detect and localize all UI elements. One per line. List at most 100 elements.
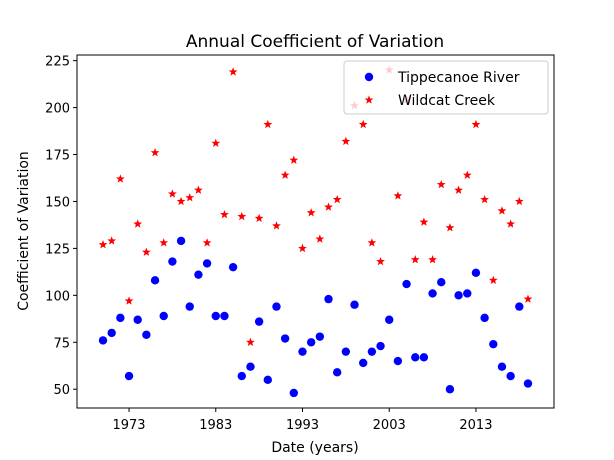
- data-point-circle: [411, 353, 420, 362]
- data-point-star: [419, 217, 429, 226]
- x-axis-label: Date (years): [271, 440, 358, 456]
- data-point-star: [272, 221, 281, 230]
- data-point-circle: [133, 315, 142, 324]
- data-point-star: [367, 238, 377, 247]
- data-point-star: [523, 294, 533, 303]
- legend-marker-circle: [364, 72, 374, 82]
- y-tick-label: 50: [53, 383, 70, 398]
- data-point-circle: [289, 388, 299, 398]
- data-point-circle: [445, 385, 455, 394]
- data-point-circle: [523, 379, 533, 388]
- data-point-star: [315, 234, 325, 243]
- data-point-star: [471, 119, 481, 129]
- data-point-circle: [202, 259, 212, 268]
- legend-label: Tippecanoe River: [397, 70, 520, 86]
- data-point-star: [107, 236, 117, 245]
- data-point-star: [497, 206, 507, 215]
- data-point-star: [263, 119, 273, 129]
- data-point-star: [168, 189, 177, 198]
- data-point-star: [159, 238, 169, 247]
- data-point-star: [280, 170, 290, 179]
- data-point-circle: [246, 362, 255, 371]
- data-point-star: [98, 240, 108, 249]
- data-point-star: [488, 275, 498, 285]
- x-tick-label: 2003: [373, 418, 406, 433]
- data-point-star: [228, 67, 238, 76]
- data-point-circle: [324, 294, 333, 304]
- data-point-star: [115, 174, 125, 183]
- data-point-star: [332, 194, 342, 204]
- x-tick-label: 1983: [199, 418, 232, 433]
- data-point-star: [176, 196, 186, 206]
- data-point-circle: [211, 311, 220, 321]
- data-point-circle: [315, 332, 325, 341]
- legend-frame: [343, 60, 549, 115]
- data-point-circle: [306, 338, 316, 347]
- legend-marker-star: [364, 95, 374, 104]
- data-point-circle: [159, 311, 168, 321]
- data-point-circle: [228, 262, 238, 272]
- data-point-circle: [419, 353, 429, 362]
- data-point-circle: [471, 268, 481, 278]
- y-axis-label: Coefficient of Variation: [16, 151, 32, 311]
- data-point-circle: [367, 347, 377, 356]
- data-point-star: [202, 238, 212, 247]
- data-point-star: [462, 170, 472, 179]
- data-point-circle: [272, 302, 281, 311]
- data-point-star: [506, 219, 516, 228]
- data-point-circle: [150, 276, 160, 285]
- data-point-circle: [489, 339, 498, 349]
- data-point-circle: [124, 371, 134, 381]
- data-point-star: [133, 219, 143, 228]
- data-point-circle: [437, 277, 446, 287]
- data-point-circle: [428, 289, 437, 298]
- data-point-star: [289, 155, 299, 164]
- y-tick-label: 175: [45, 149, 70, 164]
- y-tick-label: 100: [45, 289, 70, 304]
- data-point-star: [220, 210, 229, 219]
- data-point-star: [150, 148, 160, 157]
- data-point-star: [211, 138, 221, 147]
- data-point-star: [142, 247, 151, 256]
- data-point-star: [246, 337, 255, 346]
- data-point-circle: [385, 315, 394, 324]
- x-tick-label: 1993: [286, 418, 319, 433]
- y-tick-label: 125: [45, 242, 70, 257]
- data-point-circle: [116, 313, 125, 323]
- data-point-star: [185, 193, 195, 202]
- data-point-circle: [107, 328, 116, 338]
- data-point-circle: [463, 289, 472, 298]
- data-point-circle: [298, 347, 307, 356]
- data-point-circle: [185, 302, 194, 311]
- data-point-star: [194, 185, 203, 194]
- data-point-circle: [254, 317, 264, 326]
- data-point-circle: [376, 341, 385, 351]
- data-point-star: [237, 211, 247, 221]
- y-tick-label: 75: [53, 336, 70, 351]
- data-point-star: [410, 255, 420, 264]
- y-tick-label: 200: [45, 102, 70, 117]
- data-point-circle: [237, 371, 246, 381]
- data-point-star: [376, 256, 385, 266]
- plot-frame: [76, 54, 555, 409]
- data-point-star: [324, 202, 333, 211]
- x-tick-label: 1973: [112, 418, 145, 433]
- data-point-star: [298, 243, 307, 253]
- data-point-star: [480, 194, 489, 204]
- data-point-circle: [454, 291, 463, 300]
- data-point-circle: [402, 279, 411, 289]
- data-point-circle: [176, 236, 186, 246]
- data-point-star: [445, 223, 455, 232]
- data-point-circle: [393, 356, 403, 366]
- data-point-star: [436, 179, 446, 189]
- data-point-star: [454, 185, 463, 194]
- data-point-circle: [194, 270, 203, 279]
- legend: Tippecanoe River Wildcat Creek: [343, 60, 549, 115]
- chart-title: Annual Coefficient of Variation: [186, 32, 444, 52]
- x-tick-label: 2013: [459, 418, 492, 433]
- y-tick-label: 225: [45, 55, 70, 70]
- data-point-circle: [98, 336, 108, 345]
- data-point-circle: [263, 375, 272, 385]
- data-point-circle: [280, 334, 290, 343]
